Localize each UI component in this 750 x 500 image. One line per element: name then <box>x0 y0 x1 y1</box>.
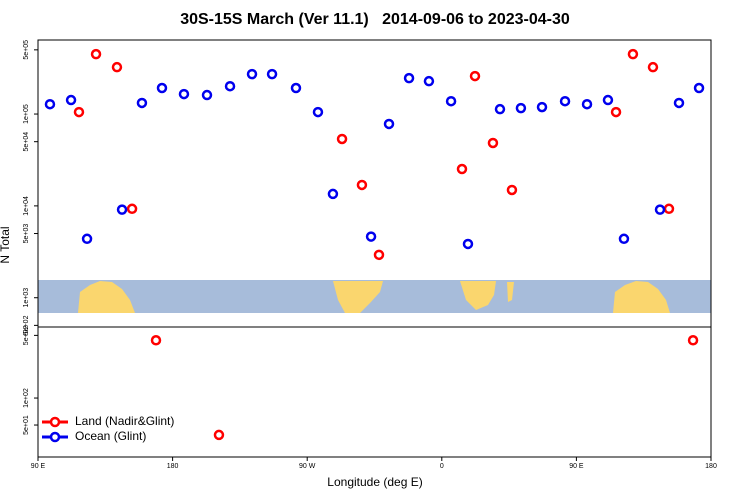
y-tick-label: 5e+02 <box>23 325 30 345</box>
point <box>610 106 622 118</box>
y-tick-label: 5e+01 <box>23 415 30 435</box>
point <box>506 184 518 196</box>
y-tick-label: 1e+02 <box>23 388 30 408</box>
point <box>469 70 481 82</box>
y-tick-label: 1e+04 <box>23 196 30 216</box>
x-axis-label: Longitude (deg E) <box>327 475 422 489</box>
y-tick-label: 1e+05 <box>23 104 30 124</box>
point <box>673 97 685 109</box>
point <box>687 335 699 346</box>
point <box>246 68 258 80</box>
point <box>627 48 639 60</box>
point <box>73 106 85 118</box>
y-tick-label: 5e+03 <box>23 224 30 244</box>
point <box>178 88 190 100</box>
x-tick-label: 90 E <box>569 463 584 470</box>
y-tick-label: 5e+04 <box>23 132 30 152</box>
point <box>494 103 506 115</box>
point <box>462 238 474 250</box>
point <box>150 335 162 346</box>
x-tick-label: 180 <box>705 463 717 470</box>
y-axis-label: N Total <box>0 226 12 263</box>
legend-label: Ocean (Glint) <box>75 429 146 443</box>
point <box>136 97 148 109</box>
x-tick-label: 0 <box>440 463 444 470</box>
point <box>383 118 395 130</box>
point <box>536 101 548 113</box>
point <box>654 204 666 215</box>
point <box>559 95 571 107</box>
point <box>365 231 377 242</box>
point <box>581 98 593 110</box>
point <box>487 137 499 149</box>
point <box>116 204 128 215</box>
point <box>90 48 102 60</box>
point <box>126 203 138 215</box>
point <box>65 94 77 106</box>
point <box>266 68 278 80</box>
point <box>213 429 225 441</box>
x-tick-label: 90 W <box>299 463 316 470</box>
point <box>44 98 56 110</box>
point <box>456 163 468 175</box>
point <box>602 94 614 106</box>
point <box>647 61 659 73</box>
point <box>423 75 435 87</box>
x-tick-label: 180 <box>167 463 179 470</box>
point <box>312 106 324 118</box>
point <box>356 179 368 191</box>
point <box>515 102 527 114</box>
point <box>693 82 705 94</box>
legend-marker <box>49 416 61 428</box>
point <box>618 233 630 245</box>
point <box>403 72 415 84</box>
point <box>336 133 348 145</box>
point <box>81 233 93 245</box>
point <box>445 95 457 107</box>
lower-frame <box>37 326 712 458</box>
y-tick-label: 1e+03 <box>23 288 30 308</box>
point <box>156 82 168 94</box>
point <box>201 89 213 101</box>
point <box>111 61 123 73</box>
y-tick-label: 5e+05 <box>23 40 30 60</box>
point <box>327 188 339 200</box>
point <box>290 82 302 94</box>
map-band <box>38 280 711 313</box>
point <box>224 80 236 92</box>
point <box>373 249 385 261</box>
x-tick-label: 90 E <box>31 463 46 470</box>
chart-title: 30S-15S March (Ver 11.1) 2014-09-06 to 2… <box>180 11 570 28</box>
legend-marker <box>49 431 61 443</box>
y-tick-label: 5e+02 <box>23 315 30 335</box>
point <box>663 203 675 215</box>
legend-label: Land (Nadir&Glint) <box>75 414 174 428</box>
